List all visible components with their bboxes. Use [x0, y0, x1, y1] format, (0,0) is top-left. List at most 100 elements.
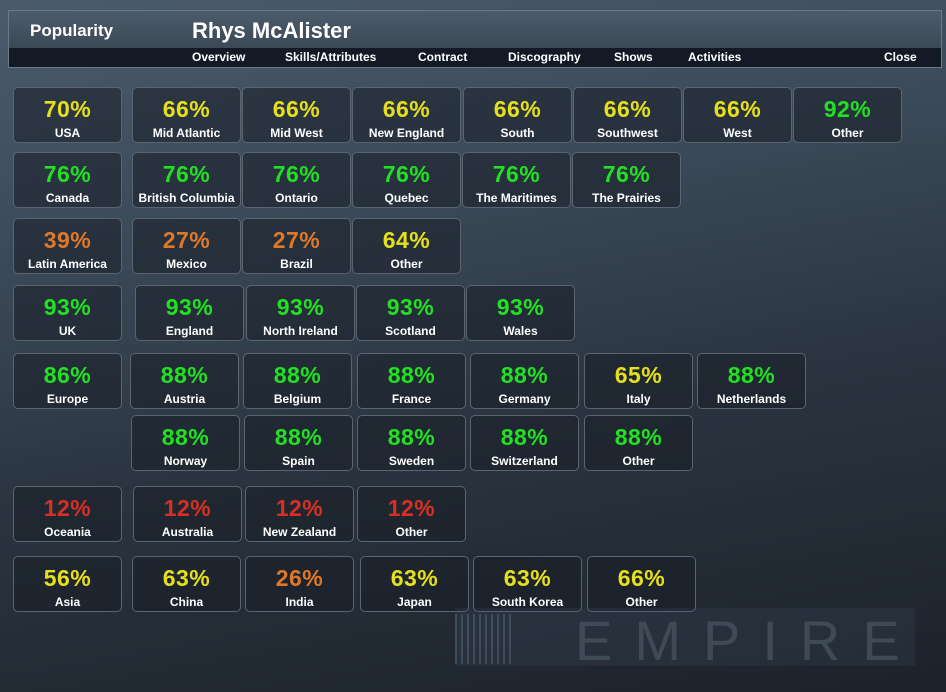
region-label: Mid Atlantic: [152, 126, 221, 140]
region-label: France: [391, 392, 432, 406]
popularity-value: 63%: [390, 565, 439, 591]
region-tile: 12% New Zealand: [245, 486, 354, 542]
popularity-value: 12%: [163, 495, 212, 521]
popularity-value: 76%: [492, 161, 541, 187]
region-label: Asia: [54, 595, 81, 609]
popularity-value: 27%: [272, 227, 321, 253]
region-label: Oceania: [44, 525, 91, 539]
logo-bars-icon: [455, 614, 515, 664]
region-tile: 93% England: [135, 285, 244, 341]
region-tile: 66% Mid West: [242, 87, 351, 143]
popularity-value: 76%: [382, 161, 431, 187]
popularity-value: 88%: [387, 424, 436, 450]
region-label: Spain: [282, 454, 315, 468]
region-label: West: [723, 126, 752, 140]
region-tile: 26% India: [245, 556, 354, 612]
region-tile: 66% Other: [587, 556, 696, 612]
region-label: New Zealand: [262, 525, 337, 539]
region-tile: 88% France: [357, 353, 466, 409]
region-tile: 92% Other: [793, 87, 902, 143]
popularity-value: 88%: [387, 362, 436, 388]
region-tile: 63% China: [132, 556, 241, 612]
popularity-value: 88%: [500, 424, 549, 450]
popularity-value: 88%: [161, 424, 210, 450]
region-label: Southwest: [597, 126, 658, 140]
region-label: Other: [395, 525, 428, 539]
region-label: Wales: [503, 324, 538, 338]
popularity-value: 27%: [162, 227, 211, 253]
region-label: Norway: [163, 454, 208, 468]
region-tile: 76% The Prairies: [572, 152, 681, 208]
popularity-value: 92%: [823, 96, 872, 122]
region-label: South: [500, 126, 535, 140]
region-tile: 88% Norway: [131, 415, 240, 471]
popularity-value: 93%: [386, 294, 435, 320]
region-tile: 93% Wales: [466, 285, 575, 341]
nav-overview[interactable]: Overview: [192, 50, 246, 64]
region-tile: 76% The Maritimes: [462, 152, 571, 208]
popularity-value: 76%: [162, 161, 211, 187]
region-label: Canada: [45, 191, 90, 205]
empire-logo-watermark: EMPIRE: [455, 608, 915, 672]
popularity-value: 76%: [43, 161, 92, 187]
region-tile: 93% North Ireland: [246, 285, 355, 341]
popularity-value: 76%: [602, 161, 651, 187]
region-tile: 88% Switzerland: [470, 415, 579, 471]
region-tile: 27% Brazil: [242, 218, 351, 274]
popularity-value: 66%: [603, 96, 652, 122]
nav-discography[interactable]: Discography: [508, 50, 581, 64]
region-tile: 88% Austria: [130, 353, 239, 409]
region-label: Latin America: [28, 257, 107, 271]
popularity-value: 65%: [614, 362, 663, 388]
nav-skills-attributes[interactable]: Skills/Attributes: [285, 50, 377, 64]
region-label: England: [165, 324, 214, 338]
region-label: New England: [368, 126, 445, 140]
popularity-value: 12%: [43, 495, 92, 521]
region-label: Australia: [161, 525, 214, 539]
region-tile: 66% South: [463, 87, 572, 143]
popularity-value: 88%: [500, 362, 549, 388]
popularity-value: 88%: [727, 362, 776, 388]
region-label: China: [169, 595, 204, 609]
region-tile: 66% Mid Atlantic: [132, 87, 241, 143]
region-tile: 66% West: [683, 87, 792, 143]
region-tile: 56% Asia: [13, 556, 122, 612]
popularity-value: 93%: [276, 294, 325, 320]
popularity-value: 63%: [503, 565, 552, 591]
nav-shows[interactable]: Shows: [614, 50, 653, 64]
region-label: Other: [625, 595, 658, 609]
region-label: British Columbia: [138, 191, 235, 205]
region-tile: 86% Europe: [13, 353, 122, 409]
region-tile: 76% Ontario: [242, 152, 351, 208]
region-tile: 65% Italy: [584, 353, 693, 409]
region-tile: 70% USA: [13, 87, 122, 143]
region-label: Quebec: [384, 191, 429, 205]
popularity-value: 26%: [275, 565, 324, 591]
popularity-value: 66%: [713, 96, 762, 122]
region-tile: 88% Sweden: [357, 415, 466, 471]
region-tile: 39% Latin America: [13, 218, 122, 274]
region-label: Netherlands: [716, 392, 787, 406]
popularity-value: 63%: [162, 565, 211, 591]
nav-contract[interactable]: Contract: [418, 50, 468, 64]
region-label: Switzerland: [491, 454, 558, 468]
region-label: Mexico: [166, 257, 207, 271]
region-label: Other: [622, 454, 655, 468]
region-tile: 66% Southwest: [573, 87, 682, 143]
region-tile: 88% Other: [584, 415, 693, 471]
region-tile: 93% UK: [13, 285, 122, 341]
close-button[interactable]: Close: [884, 50, 917, 64]
popularity-value: 12%: [387, 495, 436, 521]
popularity-value: 93%: [43, 294, 92, 320]
popularity-value: 88%: [160, 362, 209, 388]
popularity-value: 64%: [382, 227, 431, 253]
logo-text: EMPIRE: [575, 609, 922, 672]
region-tile: 63% South Korea: [473, 556, 582, 612]
region-label: Austria: [163, 392, 206, 406]
region-tile: 88% Belgium: [243, 353, 352, 409]
popularity-value: 88%: [273, 362, 322, 388]
region-label: The Prairies: [592, 191, 661, 205]
nav-activities[interactable]: Activities: [688, 50, 742, 64]
region-tile: 76% Quebec: [352, 152, 461, 208]
region-tile: 93% Scotland: [356, 285, 465, 341]
